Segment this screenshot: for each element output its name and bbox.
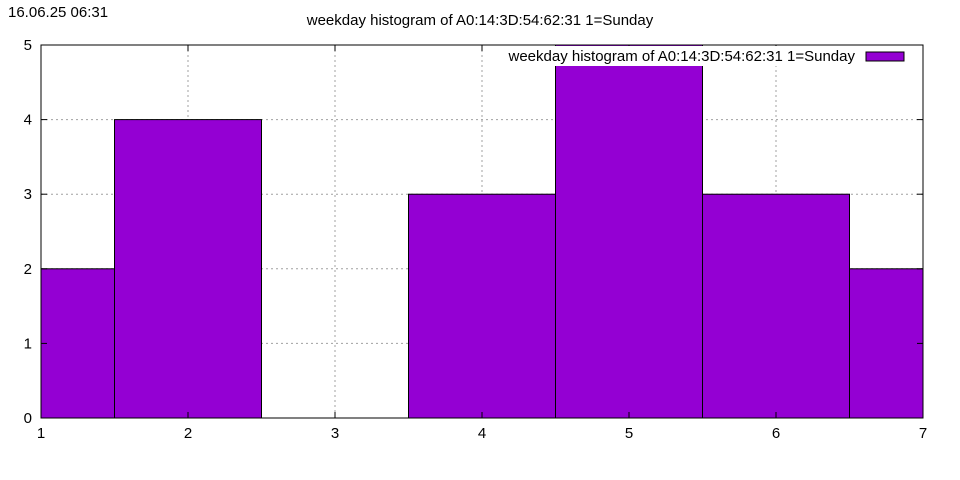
legend: weekday histogram of A0:14:3D:54:62:31 1… [502,46,905,66]
bars [40,44,924,419]
x-tick-label: 2 [184,425,192,442]
y-tick-label: 3 [24,186,32,203]
legend-label: weekday histogram of A0:14:3D:54:62:31 1… [508,48,856,65]
y-tick-label: 1 [24,335,32,352]
x-tick-label: 4 [478,425,486,442]
legend-background [502,46,855,66]
x-tick-label: 5 [625,425,633,442]
x-tick-label: 7 [919,425,927,442]
y-tick-label: 4 [24,112,32,129]
bar-6 [702,193,850,419]
y-tick-label: 5 [24,37,32,54]
bar-1 [40,268,115,419]
bar-4 [408,193,556,419]
bar-7 [849,268,924,419]
x-tick-label: 6 [772,425,780,442]
chart-title: weekday histogram of A0:14:3D:54:62:31 1… [306,12,654,29]
bar-2 [114,119,262,419]
legend-swatch [865,51,905,62]
y-tick-label: 0 [24,410,32,427]
bar-5 [555,44,703,419]
x-tick-label: 3 [331,425,339,442]
x-tick-label: 1 [37,425,45,442]
y-tick-label: 2 [24,261,32,278]
timestamp: 16.06.25 06:31 [8,4,109,21]
